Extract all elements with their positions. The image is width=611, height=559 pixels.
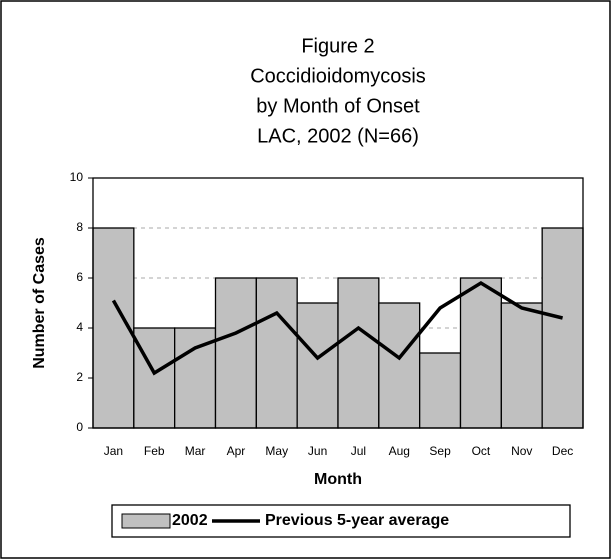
- x-tick-label: Jul: [351, 444, 366, 458]
- x-tick-label: Aug: [389, 444, 410, 458]
- plot-border: [92, 177, 584, 429]
- y-tick-label: 0: [76, 420, 83, 434]
- bar: [255, 277, 298, 429]
- chart-title: Figure 2: [301, 35, 374, 57]
- bar: [296, 302, 339, 429]
- bar: [214, 277, 257, 429]
- bar: [337, 277, 380, 429]
- x-tick-label: May: [265, 444, 288, 458]
- y-tick-label: 2: [76, 370, 83, 384]
- y-tick-label: 4: [76, 320, 83, 334]
- bar: [500, 302, 543, 429]
- bar: [378, 302, 421, 429]
- chart-title: by Month of Onset: [256, 95, 420, 117]
- chart-title: LAC, 2002 (N=66): [257, 125, 419, 147]
- x-tick-label: Dec: [552, 444, 573, 458]
- bar: [459, 277, 502, 429]
- x-tick-label: Oct: [472, 444, 491, 458]
- legend: [111, 504, 571, 538]
- bar: [133, 327, 176, 429]
- y-axis-label: Number of Cases: [31, 237, 48, 369]
- x-tick-label: Feb: [144, 444, 165, 458]
- bar: [541, 227, 584, 429]
- x-tick-label: Sep: [429, 444, 451, 458]
- x-tick-label: Mar: [185, 444, 206, 458]
- legend-swatch: [121, 513, 171, 529]
- y-tick-label: 8: [76, 220, 83, 234]
- legend-label: Previous 5-year average: [265, 512, 449, 529]
- bar: [419, 352, 462, 429]
- x-tick-label: Jan: [104, 444, 123, 458]
- y-tick-label: 10: [70, 170, 84, 184]
- line-series: [111, 280, 563, 376]
- chart-title: Coccidioidomycosis: [250, 65, 426, 87]
- x-tick-label: Jun: [308, 444, 327, 458]
- x-tick-label: Apr: [227, 444, 246, 458]
- x-tick-label: Nov: [511, 444, 532, 458]
- legend-label: 2002: [172, 512, 208, 529]
- x-axis-label: Month: [314, 471, 362, 488]
- y-tick-label: 6: [76, 270, 83, 284]
